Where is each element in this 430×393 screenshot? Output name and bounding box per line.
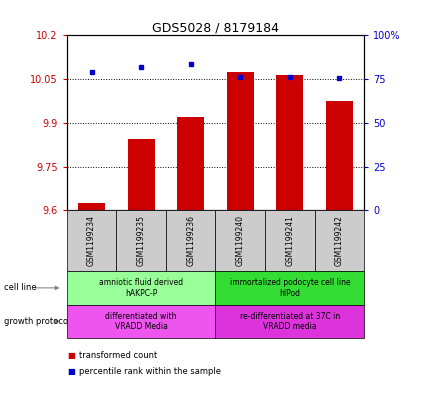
Text: amniotic fluid derived
hAKPC-P: amniotic fluid derived hAKPC-P [99,278,183,298]
Text: percentile rank within the sample: percentile rank within the sample [79,367,220,376]
Text: re-differentiated at 37C in
VRADD media: re-differentiated at 37C in VRADD media [239,312,339,331]
Text: ■: ■ [67,367,74,376]
Text: GSM1199235: GSM1199235 [136,215,145,266]
Title: GDS5028 / 8179184: GDS5028 / 8179184 [152,21,278,34]
Bar [325,101,352,210]
Text: GSM1199241: GSM1199241 [285,215,294,266]
Text: GSM1199234: GSM1199234 [87,215,96,266]
Text: immortalized podocyte cell line
hIPod: immortalized podocyte cell line hIPod [229,278,349,298]
Text: GSM1199236: GSM1199236 [186,215,195,266]
Bar [226,72,253,210]
Text: differentiated with
VRADD Media: differentiated with VRADD Media [105,312,176,331]
Bar [276,75,303,210]
Text: GSM1199240: GSM1199240 [235,215,244,266]
Text: ■: ■ [67,351,74,360]
Bar [177,117,204,210]
Text: growth protocol: growth protocol [4,317,71,326]
Bar [78,203,105,210]
Bar [127,139,154,210]
Text: transformed count: transformed count [79,351,157,360]
Text: cell line: cell line [4,283,37,292]
Text: GSM1199242: GSM1199242 [334,215,343,266]
